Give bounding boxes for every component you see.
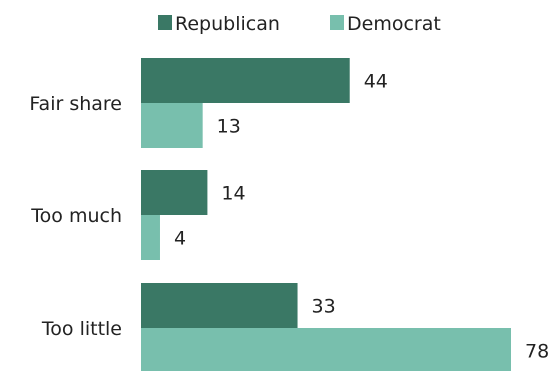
bar-too-little-republican — [141, 283, 298, 328]
category-label-too-much: Too much — [30, 205, 122, 227]
bar-too-little-democrat — [141, 328, 511, 371]
legend-swatch-democrat — [330, 15, 344, 30]
category-labels: Fair share Too much Too little — [29, 93, 122, 340]
legend: Republican Democrat — [158, 13, 441, 35]
category-label-too-little: Too little — [41, 318, 122, 340]
legend-label-democrat: Democrat — [347, 13, 441, 35]
bars-group — [141, 58, 511, 371]
value-label-fair-share-republican: 44 — [364, 71, 388, 93]
value-label-too-little-democrat: 78 — [525, 341, 549, 363]
value-labels: 44 13 14 4 33 78 — [174, 71, 549, 363]
legend-label-republican: Republican — [175, 13, 280, 35]
bar-fair-share-republican — [141, 58, 350, 103]
legend-swatch-republican — [158, 15, 172, 30]
bar-too-much-republican — [141, 170, 208, 215]
value-label-too-much-republican: 14 — [221, 183, 245, 205]
value-label-too-little-republican: 33 — [312, 296, 336, 318]
category-label-fair-share: Fair share — [29, 93, 122, 115]
value-label-too-much-democrat: 4 — [174, 228, 186, 250]
bar-fair-share-democrat — [141, 103, 203, 148]
bar-too-much-democrat — [141, 215, 160, 260]
value-label-fair-share-democrat: 13 — [217, 116, 241, 138]
